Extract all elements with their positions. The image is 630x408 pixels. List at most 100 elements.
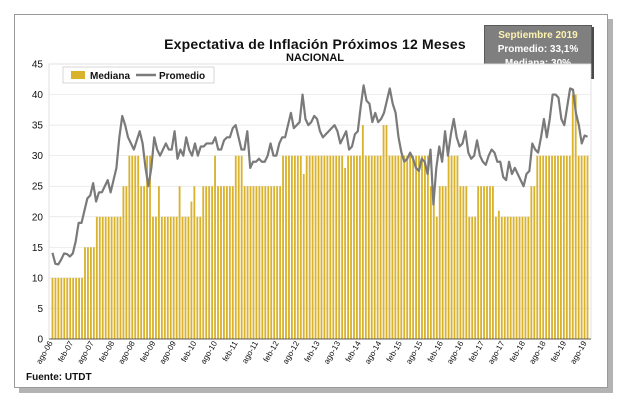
bar-mediana (373, 155, 376, 339)
bar-mediana (163, 216, 166, 339)
bar-mediana (447, 155, 450, 339)
bar-mediana (353, 155, 355, 339)
bar-mediana (323, 155, 326, 339)
bar-mediana (574, 94, 577, 339)
bar-mediana (237, 155, 240, 339)
bar-mediana (483, 186, 485, 339)
bar-mediana (282, 155, 284, 339)
bar-mediana (72, 277, 75, 339)
legend: Mediana Promedio (62, 66, 215, 84)
promedio-line (51, 84, 588, 266)
bar-mediana (394, 155, 397, 339)
bar-mediana (202, 186, 205, 339)
bar-mediana (494, 216, 497, 339)
bar-mediana (412, 155, 415, 339)
x-tick-label: feb-14 (344, 339, 363, 364)
bar-mediana (92, 247, 95, 339)
x-tick-label: ago-17 (486, 339, 507, 366)
chart-subtitle: NACIONAL (285, 52, 345, 64)
bar-mediana (518, 216, 521, 339)
bar-mediana (131, 155, 134, 339)
bar-mediana (261, 186, 264, 339)
bar-mediana (107, 216, 110, 339)
x-tick-label: ago-13 (322, 339, 343, 366)
bar-mediana (542, 155, 545, 339)
bar-mediana (370, 155, 373, 339)
bar-mediana (122, 186, 125, 339)
bar-mediana (577, 155, 580, 339)
x-tick-label: ago-10 (199, 339, 220, 366)
x-tick-label: feb-16 (426, 339, 445, 364)
bar-mediana (246, 186, 249, 339)
y-tick-label: 25 (32, 182, 44, 193)
bar-mediana (78, 277, 80, 339)
bar-mediana (205, 186, 208, 339)
x-tick-label: ago-08 (117, 339, 138, 366)
bar-mediana (296, 155, 299, 339)
bar-mediana (273, 186, 276, 339)
bar-mediana (217, 186, 219, 339)
bar-mediana (554, 155, 556, 339)
y-tick-label: 20 (32, 212, 44, 223)
bar-mediana (391, 155, 394, 339)
bar-mediana (536, 155, 539, 339)
bar-mediana (326, 155, 329, 339)
bar-mediana (462, 186, 465, 339)
bar-mediana (426, 155, 429, 339)
gridlines (49, 63, 591, 309)
bar-mediana (562, 155, 565, 339)
x-tick-label: ago-12 (281, 339, 302, 366)
bar-mediana (311, 155, 314, 339)
bar-mediana (211, 186, 214, 339)
bar-mediana (119, 216, 122, 339)
bar-mediana (367, 155, 370, 339)
bar-mediana (524, 216, 527, 339)
bar-mediana (435, 216, 438, 339)
bar-mediana (69, 277, 72, 339)
bar-mediana (51, 277, 54, 339)
bar-mediana (403, 155, 406, 339)
bar-mediana (184, 216, 187, 339)
bar-mediana (441, 186, 444, 339)
bar-mediana (302, 174, 305, 339)
bar-mediana (231, 186, 234, 339)
bar-mediana (557, 155, 559, 339)
bar-mediana (134, 155, 137, 339)
bar-mediana (471, 216, 474, 339)
bar-mediana (110, 216, 113, 339)
x-tick-label: ago-11 (240, 339, 260, 365)
x-tick-label: ago-19 (568, 339, 589, 366)
bar-mediana (57, 277, 60, 339)
bar-mediana (379, 155, 382, 339)
bar-mediana (98, 216, 101, 339)
bar-mediana (243, 186, 246, 339)
bar-mediana (565, 155, 568, 339)
y-axis-labels: 0 5 10 15 20 25 30 35 40 45 (32, 60, 44, 346)
x-tick-label: feb-12 (262, 339, 281, 364)
bar-mediana (293, 155, 296, 339)
bar-mediana (178, 186, 181, 339)
bar-mediana (101, 216, 104, 339)
bar-mediana (299, 155, 302, 339)
bar-mediana (84, 247, 86, 339)
bar-mediana (418, 155, 420, 339)
bar-mediana (560, 155, 562, 339)
bar-mediana (199, 216, 202, 339)
x-tick-label: feb-09 (138, 339, 157, 364)
bar-mediana (492, 186, 494, 339)
bar-mediana (415, 155, 417, 339)
bar-mediana (583, 155, 586, 339)
x-tick-label: ago-09 (158, 339, 179, 366)
bar-mediana (406, 155, 409, 339)
bar-mediana (341, 155, 344, 339)
y-tick-label: 0 (37, 335, 43, 346)
bar-mediana (489, 186, 491, 339)
bar-mediana (169, 216, 172, 339)
legend-mediana-swatch (71, 71, 85, 79)
bar-mediana (459, 186, 462, 339)
bar-mediana (338, 155, 341, 339)
x-tick-label: feb-07 (56, 339, 75, 364)
legend-promedio-label: Promedio (159, 71, 205, 82)
bar-mediana (116, 216, 119, 339)
bar-mediana (181, 216, 184, 339)
